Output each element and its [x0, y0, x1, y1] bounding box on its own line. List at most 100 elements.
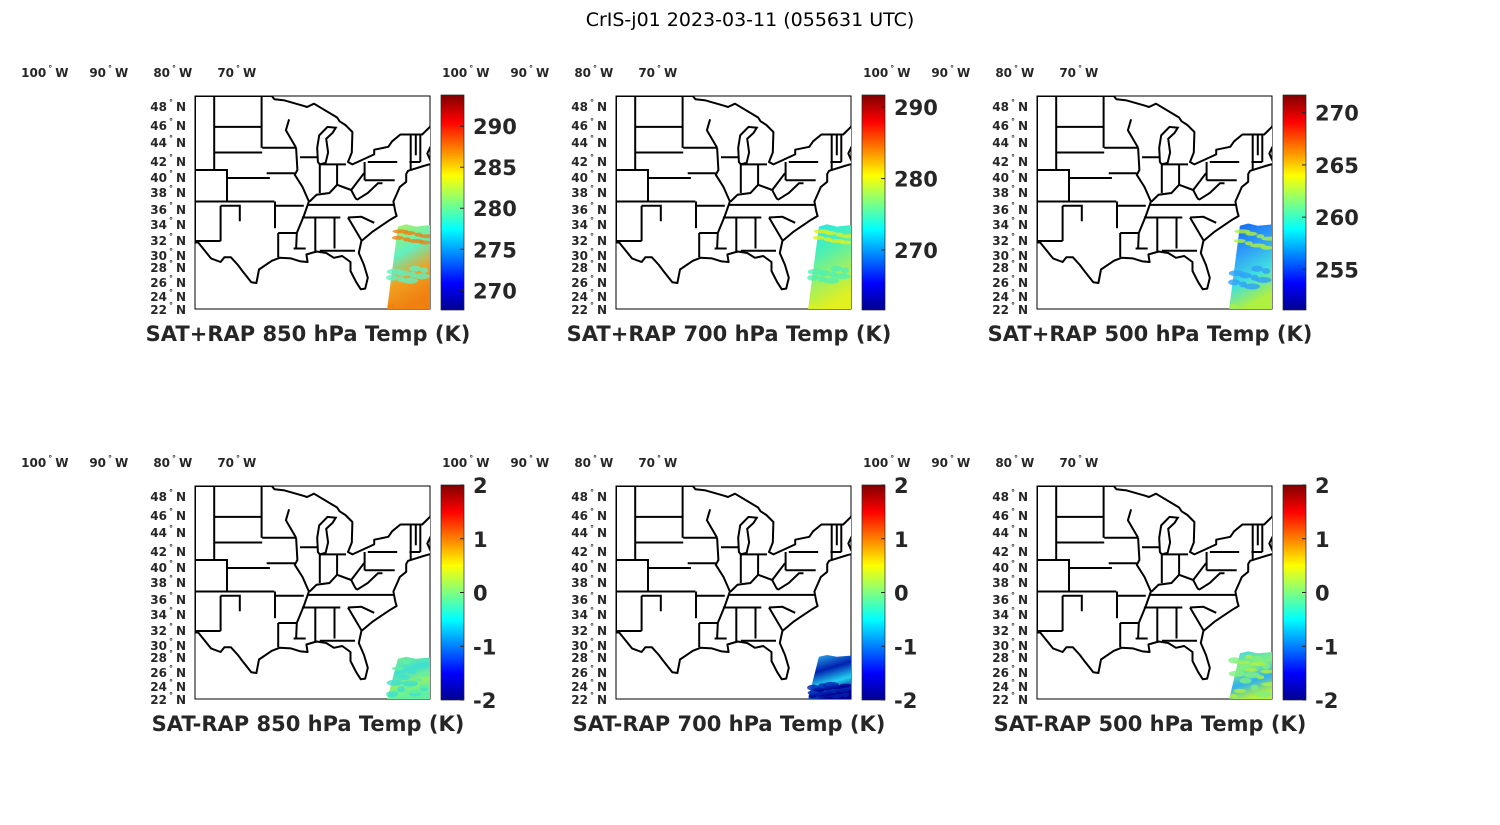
swath-retrieval-patch: [418, 240, 430, 245]
lat-tick-label: 44 ° N: [571, 134, 607, 150]
swath-retrieval-patch: [1244, 241, 1253, 246]
lake-outline: [1158, 125, 1180, 166]
swath-retrieval-patch: [413, 662, 430, 669]
state-boundary: [1198, 572, 1225, 591]
lat-tick-label: 34 ° N: [571, 216, 607, 232]
lat-tick-label: 46 ° N: [992, 507, 1028, 523]
state-boundary: [195, 559, 228, 592]
map-panel: 100 ° W 90 ° W 80 ° W 70 ° W 48 ° N 46 ° N44 ° N 42 ° N40 ° N38 °…: [442, 64, 938, 346]
swath-retrieval-patch: [1234, 229, 1251, 234]
lon-tick-label: 100 ° W: [442, 454, 489, 470]
state-boundary: [350, 579, 358, 591]
state-boundary: [293, 537, 310, 639]
swath-retrieval-patch: [834, 273, 851, 280]
lon-tick-label: 100 ° W: [442, 64, 489, 80]
lake-outline: [737, 515, 759, 556]
lat-tick-label: 28 ° N: [992, 259, 1028, 275]
state-boundary: [729, 172, 786, 203]
country-outline: [616, 486, 851, 681]
panel-title: SAT-RAP 500 hPa Temp (K): [994, 712, 1307, 736]
state-boundary: [284, 119, 297, 149]
state-boundary: [1189, 216, 1205, 241]
swath-retrieval-patch: [818, 270, 831, 277]
swath-retrieval-patch: [1261, 236, 1272, 241]
lat-tick-label: 28 ° N: [571, 649, 607, 665]
swath-retrieval-patch: [1245, 231, 1258, 236]
state-boundary: [308, 562, 365, 593]
swath-retrieval-patch: [1233, 239, 1246, 243]
state-boundary: [1189, 606, 1205, 631]
state-boundary: [293, 147, 310, 249]
panel-title: SAT+RAP 500 hPa Temp (K): [988, 322, 1313, 346]
state-boundary: [705, 119, 718, 149]
lat-tick-label: 32 ° N: [571, 232, 607, 248]
lat-tick-label: 22 ° N: [571, 691, 607, 707]
lat-tick-label: 38 ° N: [150, 184, 186, 200]
lat-tick-label: 42 ° N: [150, 543, 186, 559]
lat-tick-label: 28 ° N: [571, 259, 607, 275]
state-boundary: [195, 169, 228, 202]
swath-retrieval-patch: [1228, 279, 1241, 286]
state-boundary: [777, 182, 804, 201]
swath-retrieval-patch: [403, 231, 416, 235]
state-boundary: [347, 216, 363, 241]
lat-tick-label: 36 ° N: [992, 201, 1028, 217]
map-area: [194, 485, 431, 700]
colorbar-tick-label: -2: [894, 689, 917, 713]
colorbar-tick-label: 0: [1315, 582, 1330, 606]
lon-tick-label: 90 ° W: [89, 64, 128, 80]
lat-tick-label: 38 ° N: [571, 574, 607, 590]
map-panel: 100 ° W 90 ° W 80 ° W 70 ° W 48 ° N 46 ° N44 ° N 42 ° N40 ° N38 °…: [21, 454, 496, 736]
swath-retrieval-patch: [397, 270, 410, 277]
country-outline: [1037, 96, 1272, 291]
colorbar-tick-label: 2: [894, 474, 909, 498]
state-boundary: [1062, 594, 1083, 612]
lon-tick-label: 90 ° W: [510, 64, 549, 80]
state-boundary: [1126, 119, 1139, 149]
state-boundary: [705, 509, 718, 539]
lat-tick-label: 48 ° N: [992, 98, 1028, 114]
swath-retrieval-patch: [418, 684, 430, 689]
country-outline: [195, 486, 430, 681]
swath-retrieval-patch: [386, 679, 403, 686]
lon-tick-label: 80 ° W: [574, 64, 613, 80]
map-panel: 100 ° W 90 ° W 80 ° W 70 ° W 48 ° N 46 ° N44 ° N 42 ° N40 ° N38 °…: [442, 454, 917, 736]
swath-retrieval-patch: [386, 691, 399, 698]
lat-tick-label: 42 ° N: [150, 153, 186, 169]
lat-tick-label: 44 ° N: [150, 524, 186, 540]
colorbar-tick-label: 1: [1315, 528, 1330, 552]
swath-retrieval-patch: [839, 683, 851, 688]
lat-tick-label: 24 ° N: [571, 288, 607, 304]
state-boundary: [1192, 189, 1200, 201]
colorbar-tick-label: 270: [473, 279, 517, 303]
lat-tick-label: 22 ° N: [150, 301, 186, 317]
state-boundary: [777, 572, 804, 591]
lat-tick-label: 30 ° N: [571, 637, 607, 653]
swath-retrieval-patch: [402, 277, 419, 284]
lat-tick-label: 22 ° N: [992, 691, 1028, 707]
lat-tick-label: 40 ° N: [571, 169, 607, 185]
state-boundary: [347, 606, 363, 631]
lon-tick-label: 80 ° W: [995, 454, 1034, 470]
lat-tick-label: 42 ° N: [992, 153, 1028, 169]
swath-retrieval-patch: [1244, 672, 1261, 679]
lon-tick-label: 70 ° W: [1059, 454, 1098, 470]
panel-title: SAT-RAP 850 hPa Temp (K): [152, 712, 465, 736]
lat-tick-label: 36 ° N: [571, 201, 607, 217]
satellite-swath: [387, 224, 430, 309]
colorbar-tick-label: -1: [1315, 635, 1338, 659]
lat-tick-label: 26 ° N: [992, 664, 1028, 680]
swath-retrieval-patch: [1260, 245, 1272, 250]
swath-retrieval-patch: [413, 273, 430, 280]
lat-tick-label: 24 ° N: [150, 678, 186, 694]
map-area: [615, 95, 852, 310]
colorbar-tick-label: -1: [894, 635, 917, 659]
lon-tick-label: 90 ° W: [931, 454, 970, 470]
lat-tick-label: 44 ° N: [992, 134, 1028, 150]
lat-tick-label: 26 ° N: [571, 664, 607, 680]
lat-tick-label: 22 ° N: [150, 691, 186, 707]
lat-tick-label: 46 ° N: [150, 507, 186, 523]
swath-retrieval-patch: [1244, 654, 1253, 659]
state-boundary: [284, 509, 297, 539]
swath-retrieval-patch: [1249, 662, 1266, 666]
